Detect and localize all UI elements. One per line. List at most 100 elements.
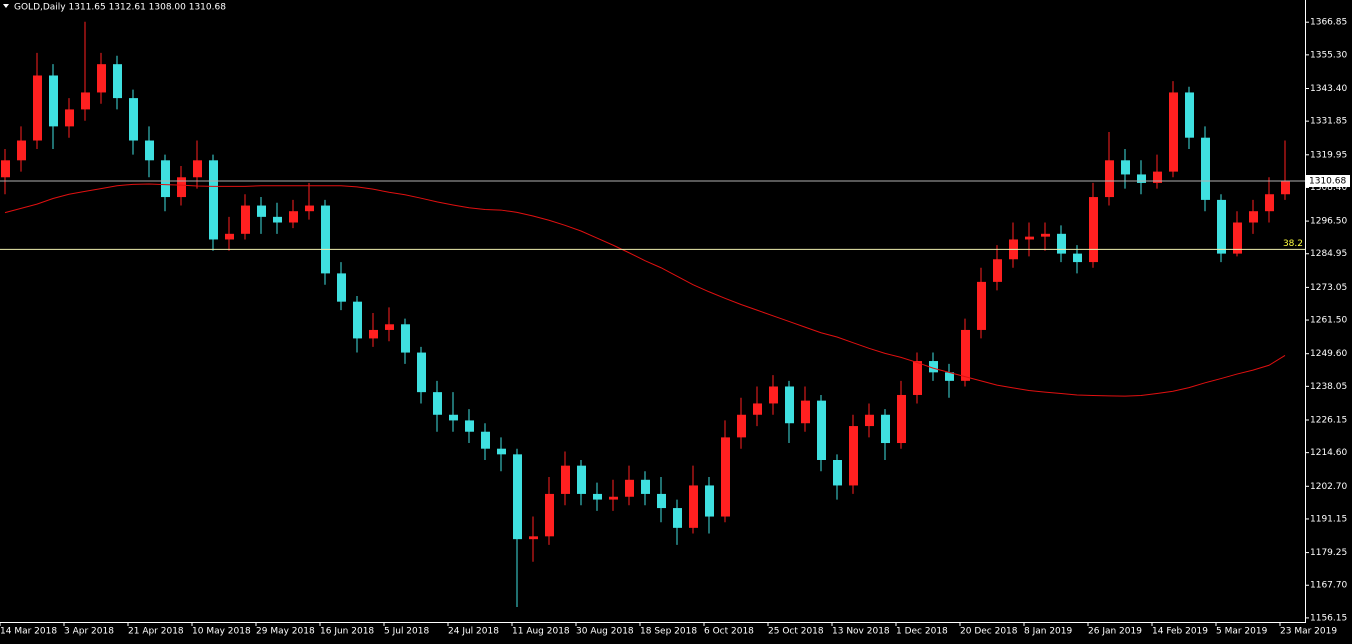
y-tick-label: 1214.60 xyxy=(1310,448,1347,458)
candle-body xyxy=(257,205,266,217)
candle-body xyxy=(913,361,922,395)
candle-body xyxy=(1233,222,1242,254)
menu-triangle[interactable] xyxy=(3,4,9,8)
candle-body xyxy=(385,324,394,330)
candle-body xyxy=(833,459,842,486)
candle-body xyxy=(993,259,1002,282)
candle-body xyxy=(145,140,154,161)
candle-body xyxy=(897,394,906,444)
x-tick-label: 24 Jul 2018 xyxy=(448,627,499,637)
candle-body xyxy=(465,420,474,432)
candle-body xyxy=(1073,253,1082,263)
candle-body xyxy=(481,431,490,449)
x-tick-label: 20 Dec 2018 xyxy=(960,627,1018,637)
candle-body xyxy=(497,448,506,455)
candle-body xyxy=(209,160,218,240)
price-label: 1310.68 xyxy=(1309,177,1346,187)
x-tick-label: 30 Aug 2018 xyxy=(576,627,634,637)
candle-body xyxy=(609,496,618,500)
candle-body xyxy=(1089,197,1098,263)
candle-body xyxy=(1265,194,1274,212)
y-tick-label: 1238.05 xyxy=(1310,382,1347,392)
x-tick-label: 23 Mar 2019 xyxy=(1280,627,1337,637)
y-tick-label: 1319.95 xyxy=(1310,150,1347,160)
y-tick-label: 1179.25 xyxy=(1310,548,1347,558)
candle-body xyxy=(513,454,522,540)
candle-body xyxy=(1121,160,1130,175)
candle-body xyxy=(865,414,874,427)
candle-body xyxy=(1249,211,1258,223)
y-tick-label: 1202.70 xyxy=(1310,482,1347,492)
candle-body xyxy=(289,211,298,223)
candle-body xyxy=(353,301,362,339)
x-tick-label: 29 May 2018 xyxy=(256,627,315,637)
candle-body xyxy=(945,372,954,381)
candle-body xyxy=(97,64,106,93)
candle-body xyxy=(1105,160,1114,198)
y-tick-label: 1366.85 xyxy=(1310,18,1347,28)
candle-body xyxy=(817,400,826,460)
x-tick-label: 21 Apr 2018 xyxy=(128,627,184,637)
y-tick-label: 1343.40 xyxy=(1310,84,1347,94)
x-tick-label: 25 Oct 2018 xyxy=(768,627,824,637)
candle-body xyxy=(49,75,58,127)
x-tick-label: 8 Jan 2019 xyxy=(1024,627,1072,637)
moving-average xyxy=(4,183,1286,397)
candle-body xyxy=(193,160,202,178)
candle-body xyxy=(977,281,986,330)
x-tick-label: 5 Mar 2019 xyxy=(1216,627,1268,637)
y-tick-label: 1226.15 xyxy=(1310,415,1347,425)
candle-body xyxy=(1281,181,1290,195)
candle-body xyxy=(561,465,570,494)
y-tick-label: 1355.30 xyxy=(1310,50,1347,60)
y-tick-label: 1308.40 xyxy=(1310,183,1347,193)
candle-body xyxy=(401,324,410,353)
y-tick-label: 1167.70 xyxy=(1310,581,1347,591)
y-tick-label: 1249.60 xyxy=(1310,349,1347,359)
candle-body xyxy=(33,75,42,141)
candle-body xyxy=(305,205,314,212)
candle-body xyxy=(81,92,90,110)
candle-body xyxy=(225,233,234,240)
x-tick-label: 26 Jan 2019 xyxy=(1088,627,1142,637)
candle-body xyxy=(1025,236,1034,240)
candle-body xyxy=(881,414,890,444)
candle-body xyxy=(65,109,74,127)
candle-body xyxy=(369,329,378,339)
candle-body xyxy=(785,386,794,424)
x-tick-label: 10 May 2018 xyxy=(192,627,251,637)
candle-body xyxy=(1169,92,1178,172)
candle-body xyxy=(673,508,682,528)
candle-body xyxy=(433,392,442,415)
candle-body xyxy=(545,493,554,537)
candle-body xyxy=(721,437,730,517)
y-tick-label: 1156.15 xyxy=(1310,613,1347,623)
y-tick-label: 1331.85 xyxy=(1310,117,1347,127)
candle-body xyxy=(705,485,714,517)
candle-body xyxy=(641,479,650,494)
x-tick-label: 5 Jul 2018 xyxy=(384,627,429,637)
candle-body xyxy=(1153,171,1162,183)
candle-body xyxy=(1185,92,1194,138)
candle-body xyxy=(113,64,122,99)
y-tick-label: 1273.05 xyxy=(1310,283,1347,293)
chart-title: GOLD,Daily 1311.65 1312.61 1308.00 1310.… xyxy=(14,3,226,13)
candle-body xyxy=(129,98,138,141)
candle-body xyxy=(1041,233,1050,237)
candle-body xyxy=(417,352,426,393)
candle-body xyxy=(769,386,778,404)
candle-body xyxy=(593,493,602,500)
x-tick-label: 1 Dec 2018 xyxy=(896,627,948,637)
candle-body xyxy=(849,426,858,486)
candle-body xyxy=(449,414,458,421)
x-tick-label: 18 Sep 2018 xyxy=(640,627,697,637)
y-tick-label: 1261.50 xyxy=(1310,316,1347,326)
candle-body xyxy=(337,273,346,302)
candle-body xyxy=(625,479,634,497)
candle-body xyxy=(657,493,666,509)
x-tick-label: 6 Oct 2018 xyxy=(704,627,754,637)
x-tick-label: 13 Nov 2018 xyxy=(832,627,890,637)
candle-body xyxy=(929,361,938,373)
